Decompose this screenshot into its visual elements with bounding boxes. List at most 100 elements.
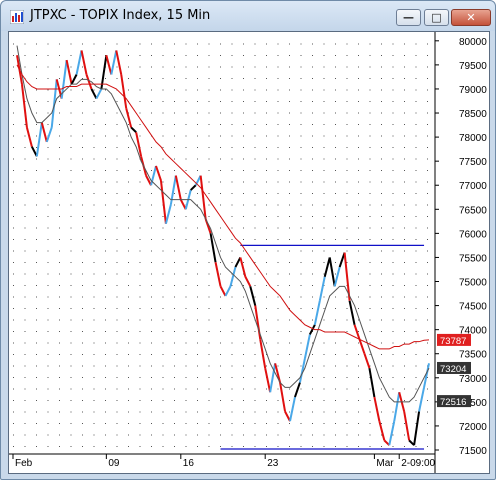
y-tick-label: 78500 (459, 109, 487, 120)
price-segment (224, 285, 232, 297)
price-segment (403, 411, 411, 441)
price-segment (259, 339, 267, 369)
chart-area[interactable]: 80000 79500 79000 78500 78000 77500 77000 76500… (8, 31, 490, 474)
price-segment (363, 353, 371, 369)
price-chart[interactable]: 80000 79500 79000 78500 78000 77500 77000 76500… (9, 32, 489, 473)
price-tag-label: 72516 (440, 397, 466, 408)
price-segment (284, 411, 291, 422)
y-tick-label: 72000 (459, 422, 487, 433)
price-segment (234, 256, 242, 268)
price-segment (120, 74, 128, 109)
price-segment (209, 233, 217, 263)
price-tag-label: 73787 (440, 336, 466, 347)
y-tick-label: 73500 (459, 350, 487, 361)
price-segment (60, 59, 68, 99)
close-icon: ✕ (466, 11, 476, 24)
y-tick-label: 74000 (459, 326, 487, 337)
price-segment (373, 396, 381, 422)
price-segment (343, 252, 351, 301)
price-segment (199, 175, 207, 220)
y-tick-label: 79000 (459, 85, 487, 96)
price-segment (105, 55, 113, 75)
price-segment (348, 300, 356, 326)
y-tick-label: 76000 (459, 229, 487, 240)
price-segment (318, 276, 326, 301)
price-segment (423, 363, 430, 388)
maximize-button[interactable]: □ (424, 9, 449, 26)
price-segment (378, 420, 386, 441)
price-segment (164, 204, 172, 224)
price-segment (70, 74, 78, 85)
y-tick-label: 76500 (459, 205, 487, 216)
price-segment (303, 334, 311, 359)
minimize-button[interactable]: — (396, 9, 421, 26)
price-segment (155, 165, 162, 181)
price-segment (31, 146, 38, 157)
price-segment (358, 338, 366, 355)
price-segment (249, 286, 257, 306)
price-segment (80, 50, 88, 75)
y-tick-label: 71500 (459, 446, 487, 457)
price-segment (125, 107, 133, 128)
price-segment (190, 184, 197, 191)
price-segment (150, 165, 157, 186)
price-segment (174, 175, 182, 200)
price-segment (25, 127, 33, 147)
y-tick-label: 80000 (459, 37, 487, 48)
price-segment (308, 324, 316, 335)
x-tick-label: 23 (267, 458, 279, 469)
y-tick-label: 72500 (459, 398, 487, 409)
slow-ma-line (16, 64, 430, 350)
y-tick-label: 77000 (459, 181, 487, 192)
price-segment (269, 363, 277, 393)
price-segment (214, 262, 222, 287)
x-tick-label: Feb (15, 458, 33, 469)
price-tag (437, 333, 471, 346)
price-segment (298, 358, 306, 383)
price-segment (289, 396, 296, 422)
price-tag (437, 395, 471, 408)
x-tick-label: 2-09:00 (401, 458, 435, 469)
price-segment (110, 50, 118, 75)
price-segment (159, 180, 167, 224)
price-segment (353, 324, 361, 340)
price-segment (229, 266, 237, 287)
close-button[interactable]: ✕ (451, 9, 491, 26)
price-segment (75, 50, 83, 75)
price-segment (244, 276, 252, 287)
price-segment (328, 257, 336, 287)
price-segment (388, 420, 396, 446)
title-bar[interactable]: JTPXC - TOPIX Index, 15 Min — □ ✕ (1, 1, 495, 31)
price-segment (45, 127, 53, 143)
price-segment (35, 122, 43, 157)
fast-ma-line (16, 45, 430, 403)
price-segment (274, 363, 282, 383)
price-segment (264, 367, 272, 393)
price-segment (115, 50, 123, 75)
price-segment (85, 74, 93, 90)
price-segment (40, 122, 48, 143)
x-tick-label: 16 (183, 458, 195, 469)
price-segment (219, 285, 227, 297)
x-tick-label: Mar (376, 458, 394, 469)
price-segment (294, 382, 301, 398)
price-segment (239, 257, 247, 277)
price-segment (254, 305, 262, 340)
price-segment (179, 199, 187, 210)
price-segment (418, 387, 426, 412)
price-segment (135, 132, 143, 157)
y-tick-label: 77500 (459, 157, 487, 168)
y-tick-label: 78000 (459, 133, 487, 144)
price-tag-label: 73204 (440, 364, 466, 375)
price-segment (95, 88, 103, 100)
price-segment (323, 257, 331, 277)
window-title: JTPXC - TOPIX Index, 15 Min (30, 8, 211, 23)
price-segment (65, 59, 73, 85)
y-tick-label: 73000 (459, 374, 487, 385)
price-segment (145, 175, 152, 186)
y-tick-label: 75500 (459, 253, 487, 264)
price-tag (437, 361, 471, 374)
chart-icon (10, 10, 24, 24)
x-tick-label: 09 (108, 458, 120, 469)
minimize-icon: — (403, 11, 414, 24)
